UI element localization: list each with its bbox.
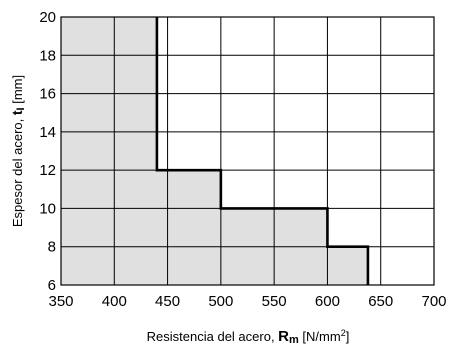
plot-frame-layer <box>60 16 435 286</box>
tick-label-layer: 350 400 450 500 550 600 650 700 6 8 10 12 14 16 18 20 <box>39 9 446 310</box>
y-tick-label: 18 <box>39 47 56 64</box>
plot-frame <box>60 16 435 286</box>
x-axis-label: Resistencia del acero, Rm [N/mm2] <box>147 328 350 345</box>
boundary-step-line <box>155 17 370 285</box>
boundary-line-layer <box>155 17 370 285</box>
x-tick-label: 700 <box>421 293 446 310</box>
x-tick-label: 400 <box>102 293 127 310</box>
x-tick-label: 350 <box>48 293 73 310</box>
y-tick-label: 16 <box>39 86 56 103</box>
y-tick-label: 8 <box>48 239 56 256</box>
y-tick-label: 10 <box>39 200 56 217</box>
y-tick-label: 6 <box>48 277 56 294</box>
shaded-region-layer <box>61 17 368 285</box>
x-tick-label: 450 <box>155 293 180 310</box>
y-tick-label: 20 <box>39 9 56 26</box>
grid-layer <box>60 16 435 286</box>
shaded-region <box>61 17 368 285</box>
x-tick-label: 600 <box>315 293 340 310</box>
y-tick-label: 14 <box>39 124 56 141</box>
x-tick-label: 500 <box>208 293 233 310</box>
y-axis-label: Espesor del acero, tI [mm] <box>9 75 27 227</box>
x-tick-label: 550 <box>262 293 287 310</box>
y-tick-label: 12 <box>39 162 56 179</box>
x-tick-label: 650 <box>368 293 393 310</box>
